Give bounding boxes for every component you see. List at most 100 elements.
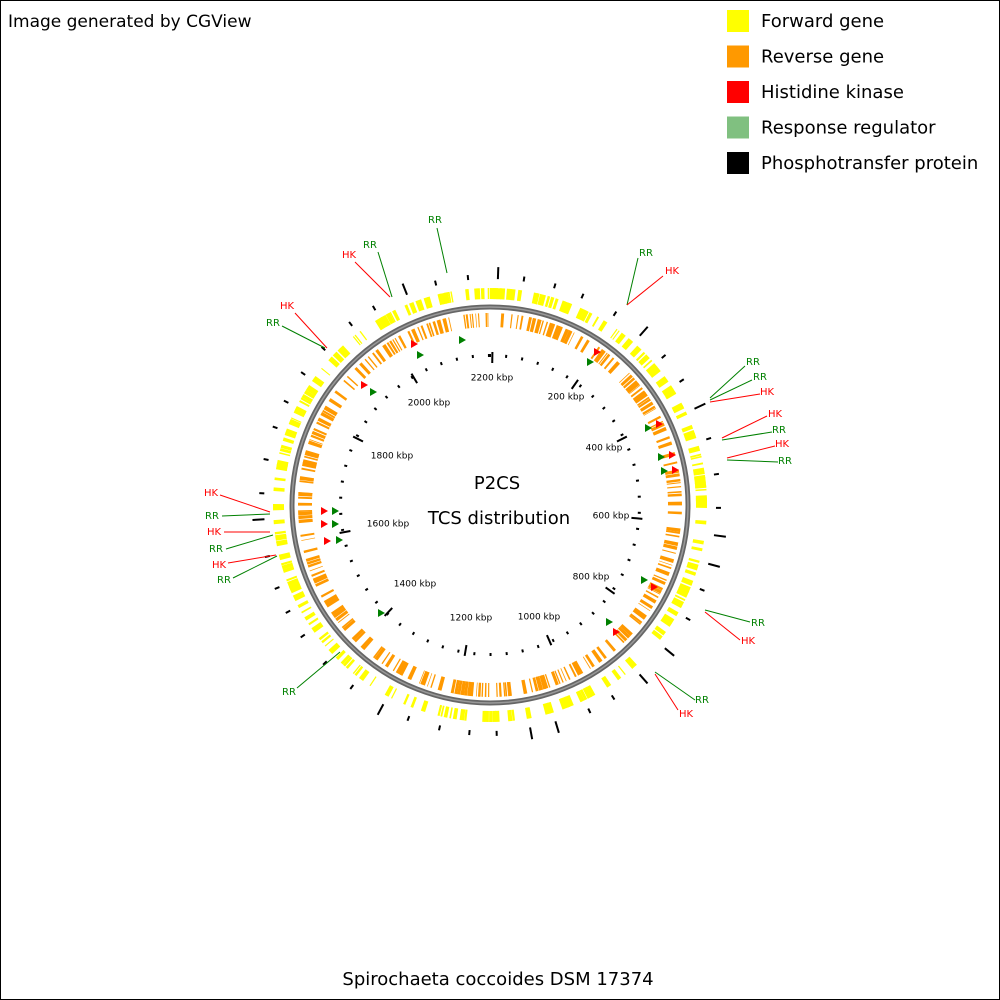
reverse-gene [481,682,484,697]
reverse-gene [308,440,323,449]
reverse-gene [300,532,315,537]
reverse-gene [331,604,345,616]
reverse-gene [484,682,487,697]
reverse-gene [332,607,347,619]
reverse-gene [667,501,683,506]
reverse-gene [454,679,460,695]
outer-tick [371,305,377,311]
forward-gene [584,312,593,324]
reverse-gene [628,384,641,395]
forward-gene [415,299,425,312]
reverse-gene [599,353,611,367]
forward-gene [552,298,559,310]
outer-tick [274,586,280,590]
reverse-gene [313,574,328,584]
feature-marker [641,576,648,584]
feature-label: RR [217,575,231,586]
reverse-gene [312,431,326,438]
forward-gene [615,332,626,345]
forward-gene [297,600,309,609]
forward-gene [280,444,293,451]
reverse-gene [571,662,579,676]
forward-gene [564,695,574,708]
reverse-gene [620,623,633,637]
major-tick [546,634,553,646]
callout-line [654,673,679,711]
outer-tick [699,588,705,592]
forward-gene [280,560,293,566]
forward-gene [495,710,500,722]
forward-gene [625,656,637,669]
forward-gene [480,288,485,300]
reverse-gene [305,555,320,562]
reverse-gene [298,492,313,495]
reverse-gene [426,323,433,338]
forward-gene [279,452,291,457]
reverse-gene [362,637,374,651]
reverse-gene [605,639,617,652]
callout-line [709,379,753,401]
minor-tick [632,463,636,467]
reverse-gene [298,511,313,516]
outer-tick [529,727,534,740]
reverse-gene [399,662,409,676]
reverse-gene [364,358,375,371]
reverse-gene [633,391,648,403]
reverse-gene [535,676,541,691]
feature-marker [378,609,385,617]
forward-gene [292,591,306,602]
minor-tick [536,361,540,366]
reverse-gene [659,555,675,563]
forward-gene [311,622,324,633]
reverse-gene [657,562,672,570]
minor-tick [439,361,443,366]
forward-gene [665,391,677,400]
forward-gene [452,707,456,720]
forward-gene [274,477,286,482]
minor-tick [374,600,379,605]
minor-tick [551,367,555,372]
callout-line [704,611,741,641]
forward-gene [358,669,370,682]
reverse-gene [457,680,463,695]
reverse-gene [312,573,327,581]
forward-gene [579,309,589,322]
minor-tick [398,622,402,627]
legend-swatch [727,81,749,103]
outer-tick [322,660,328,666]
reverse-gene [351,628,365,641]
minor-tick [602,599,606,604]
reverse-gene [550,671,559,686]
forward-gene [579,689,588,701]
reverse-gene [529,317,536,333]
forward-gene [695,485,707,489]
reverse-gene [617,626,631,639]
forward-gene [548,296,555,309]
reverse-gene [567,332,575,346]
forward-gene [625,659,634,669]
reverse-gene [509,314,513,329]
callout-line [709,365,746,399]
minor-tick [578,384,583,388]
reverse-gene [554,670,561,685]
feature-marker [459,336,466,344]
forward-gene [342,656,353,667]
callout-line [721,431,773,441]
forward-gene [369,676,377,687]
outer-tick [713,534,726,538]
reverse-gene [665,473,680,479]
forward-gene [663,388,676,399]
reverse-gene [477,682,482,697]
forward-gene [688,445,701,454]
reverse-gene [430,674,436,688]
callout-line [721,415,768,439]
forward-gene [655,376,668,387]
forward-gene [677,586,690,596]
forward-gene [285,428,298,437]
reverse-gene [309,565,323,572]
reverse-gene [346,375,359,387]
reverse-gene [639,598,654,610]
forward-gene [662,613,675,624]
reverse-gene [521,679,528,695]
